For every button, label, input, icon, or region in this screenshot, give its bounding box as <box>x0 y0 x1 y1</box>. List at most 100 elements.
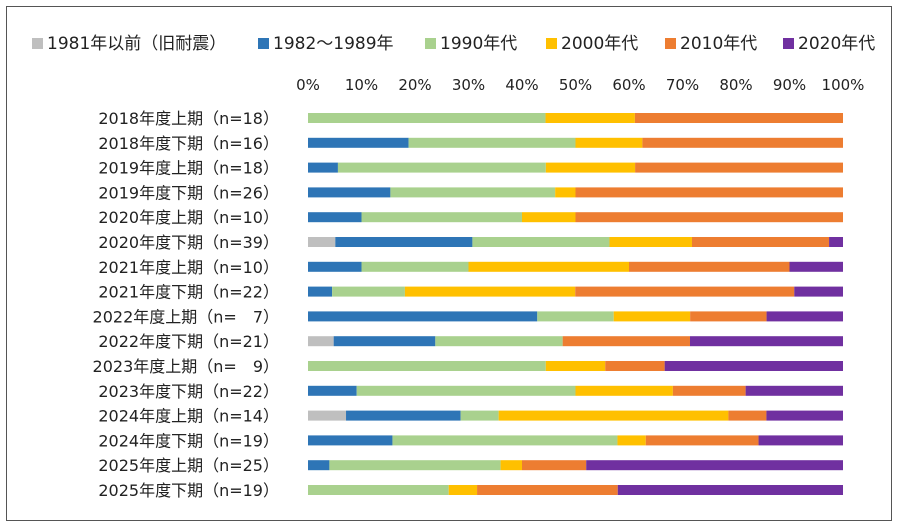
x-tick-label-4: 40% <box>505 76 538 94</box>
x-tick-label-9: 90% <box>773 76 806 94</box>
bar-segment-10-3 <box>545 361 606 371</box>
bar-segment-6-5 <box>789 261 843 272</box>
category-label-10: 2023年度上期（n= 9） <box>93 357 279 376</box>
bar-segment-12-3 <box>498 410 729 421</box>
category-label-9: 2022年度下期（n=21） <box>98 332 279 351</box>
bar-segment-9-4 <box>562 336 690 347</box>
bar-segment-3-2 <box>390 187 556 198</box>
bar-segment-14-3 <box>500 460 522 471</box>
bar-segment-3-4 <box>575 187 843 198</box>
bar-segment-10-2 <box>308 361 546 371</box>
bar-segment-5-5 <box>829 237 843 247</box>
bar-segment-13-1 <box>308 435 393 446</box>
bar-segment-15-5 <box>617 485 843 495</box>
bar-segment-5-0 <box>308 237 336 247</box>
legend-label-1: 1982～1989年 <box>273 34 394 54</box>
bar-segment-13-5 <box>758 435 843 446</box>
category-label-12: 2024年度上期（n=14） <box>98 407 279 426</box>
bar-segment-7-4 <box>575 286 795 297</box>
category-label-14: 2025年度上期（n=25） <box>98 456 279 475</box>
category-label-6: 2021年度上期（n=10） <box>98 258 279 277</box>
bar-segment-5-1 <box>335 237 473 247</box>
category-label-2: 2019年度上期（n=18） <box>98 159 279 178</box>
category-labels: 2018年度上期（n=18） 2018年度下期（n=16） 2019年度上期（n=1… <box>93 109 279 500</box>
category-label-3: 2019年度下期（n=26） <box>98 183 279 202</box>
x-tick-label-6: 60% <box>612 76 645 94</box>
bar-segment-9-5 <box>689 336 843 347</box>
bar-segment-12-2 <box>460 410 499 421</box>
x-tick-label-10: 100% <box>822 76 865 94</box>
x-tick-label-1: 10% <box>345 76 378 94</box>
bar-segment-6-2 <box>361 261 469 272</box>
category-label-8: 2022年度上期（n= 7） <box>93 307 279 326</box>
legend-label-5: 2020年代 <box>798 34 875 54</box>
bar-segment-11-2 <box>356 385 576 396</box>
category-label-13: 2024年度下期（n=19） <box>98 431 279 450</box>
bar-segment-3-3 <box>555 187 576 198</box>
category-label-15: 2025年度下期（n=19） <box>98 481 279 500</box>
bar-segment-0-4 <box>634 113 843 123</box>
bar-segment-15-3 <box>448 485 478 495</box>
bar-segment-7-5 <box>794 286 843 297</box>
bar-segment-8-2 <box>537 311 614 322</box>
x-tick-label-8: 80% <box>719 76 752 94</box>
bar-segment-14-4 <box>522 460 587 471</box>
legend-swatch-4 <box>665 38 676 49</box>
bar-segment-3-1 <box>308 187 391 198</box>
legend-label-4: 2010年代 <box>680 34 757 54</box>
bar-segment-7-3 <box>404 286 576 297</box>
bar-segment-13-4 <box>645 435 759 446</box>
bar-segment-1-2 <box>408 137 576 148</box>
bar-segment-0-3 <box>545 113 635 123</box>
bar-segment-11-4 <box>672 385 746 396</box>
bar-segment-10-5 <box>664 361 843 371</box>
bar-segment-15-4 <box>477 485 618 495</box>
category-label-5: 2020年度下期（n=39） <box>98 233 279 252</box>
x-tick-label-0: 0% <box>296 76 320 94</box>
bar-segment-9-2 <box>435 336 563 347</box>
bar-segment-8-1 <box>308 311 538 322</box>
bar-segment-9-0 <box>308 336 334 347</box>
bar-segment-8-5 <box>766 311 843 322</box>
bar-segment-12-1 <box>346 410 461 421</box>
legend-swatch-2 <box>425 38 436 49</box>
bar-segment-13-3 <box>617 435 646 446</box>
bar-segment-15-2 <box>308 485 449 495</box>
bar-segment-11-3 <box>575 385 673 396</box>
bar-segment-0-2 <box>308 113 546 123</box>
legend: 1981年以前（旧耐震） 1982～1989年 1990年代 2000年代 2010年代… <box>32 34 875 54</box>
category-label-4: 2020年度上期（n=10） <box>98 208 279 227</box>
bar-segment-7-1 <box>308 286 333 297</box>
bar-segment-14-5 <box>586 460 843 471</box>
bar-segment-5-4 <box>691 237 830 247</box>
legend-label-0: 1981年以前（旧耐震） <box>47 34 226 54</box>
x-tick-label-5: 50% <box>559 76 592 94</box>
legend-swatch-0 <box>32 38 43 49</box>
legend-label-2: 1990年代 <box>440 34 517 54</box>
bar-segment-12-4 <box>728 410 767 421</box>
bars <box>308 113 843 495</box>
bar-segment-5-2 <box>472 237 610 247</box>
bar-segment-1-1 <box>308 137 409 148</box>
legend-swatch-3 <box>546 38 557 49</box>
bar-segment-7-2 <box>332 286 405 297</box>
legend-swatch-1 <box>258 38 269 49</box>
category-label-7: 2021年度下期（n=22） <box>98 283 279 302</box>
bar-segment-8-4 <box>690 311 767 322</box>
x-axis-ticks: 0% 10% 20% 30% 40% 50% 60% 70% 80% 90% 100% <box>296 76 864 94</box>
category-label-11: 2023年度下期（n=22） <box>98 382 279 401</box>
bar-segment-10-4 <box>605 361 665 371</box>
bar-segment-8-3 <box>613 311 691 322</box>
x-tick-label-3: 30% <box>452 76 485 94</box>
bar-segment-13-2 <box>392 435 618 446</box>
bar-segment-14-1 <box>308 460 330 471</box>
bar-segment-4-2 <box>361 212 522 223</box>
bar-segment-2-1 <box>308 162 338 173</box>
bar-segment-6-4 <box>629 261 790 272</box>
bar-segment-12-5 <box>766 410 843 421</box>
bar-segment-2-3 <box>545 162 636 173</box>
x-tick-label-7: 70% <box>666 76 699 94</box>
bar-segment-2-4 <box>635 162 843 173</box>
bar-segment-4-3 <box>522 212 576 223</box>
legend-swatch-5 <box>783 38 794 49</box>
